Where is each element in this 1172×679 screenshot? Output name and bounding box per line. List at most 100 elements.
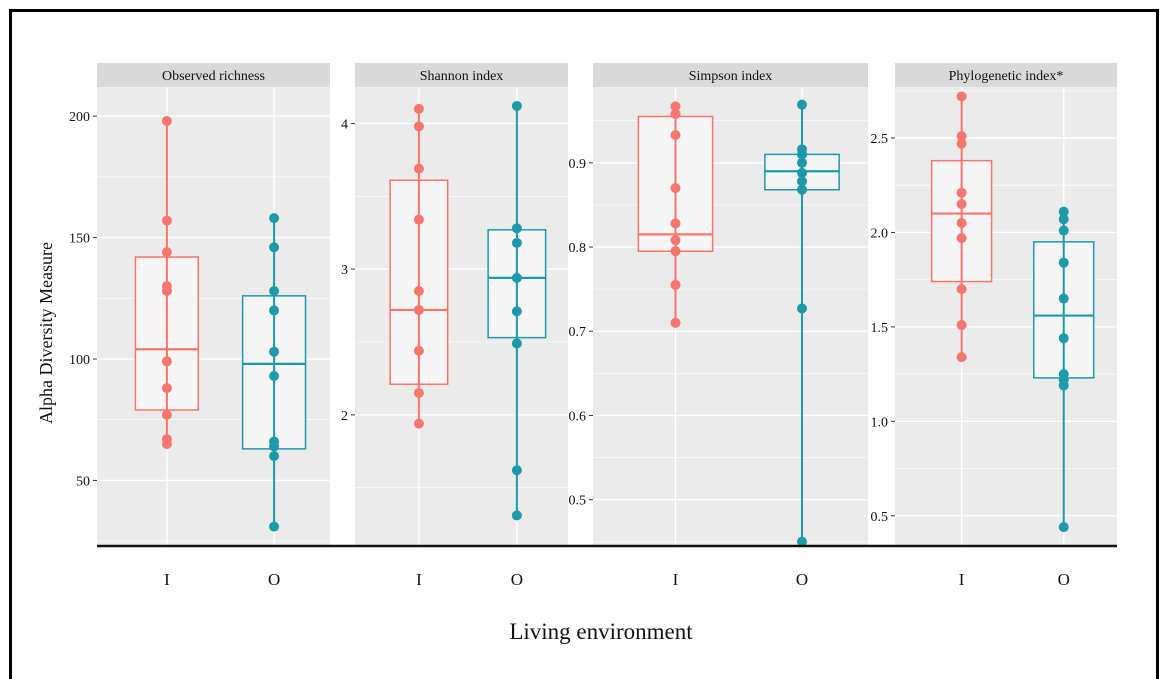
panel-title: Shannon index [420, 69, 504, 84]
data-point [413, 286, 424, 296]
data-point [1058, 333, 1069, 344]
data-point [797, 176, 807, 187]
x-tick-label: I [416, 570, 422, 589]
data-point [670, 130, 681, 141]
panel-2: Shannon index 2 3 4 [341, 63, 568, 546]
data-point [670, 279, 681, 290]
data-point [269, 286, 280, 296]
y-tick-label: 100 [69, 353, 90, 368]
data-point [1058, 206, 1069, 217]
x-tick-label: I [673, 570, 679, 589]
data-point [670, 235, 681, 246]
data-point [413, 388, 424, 398]
y-tick-label: 0.5 [871, 510, 889, 525]
data-point [670, 246, 681, 257]
data-point [956, 320, 967, 330]
data-point [161, 409, 172, 420]
x-axis-title: Living environment [509, 619, 693, 644]
panel-1: Observed richness 50 100 150 200 [69, 63, 330, 546]
data-point [797, 157, 807, 168]
y-tick-label: 2 [341, 409, 348, 424]
data-point [511, 100, 522, 111]
data-point [797, 167, 807, 178]
y-tick-label: 0.9 [569, 157, 587, 172]
data-point [269, 451, 280, 462]
y-tick-label: 2.0 [871, 226, 889, 241]
data-point [269, 305, 280, 316]
data-point [413, 103, 424, 114]
y-tick-label: 0.5 [569, 494, 587, 509]
data-point [797, 149, 807, 160]
data-point [161, 383, 172, 394]
data-point [670, 218, 681, 229]
box-O [487, 100, 547, 521]
data-point [1058, 293, 1069, 304]
y-tick-label: 200 [69, 110, 90, 125]
data-point [413, 304, 424, 315]
data-point [511, 306, 522, 317]
y-tick-label: 1.5 [871, 321, 889, 336]
panel-strip [355, 63, 568, 87]
data-point [161, 286, 172, 296]
data-point [413, 163, 424, 174]
panel-title: Phylogenetic index* [949, 69, 1064, 84]
data-point [161, 215, 172, 226]
data-point [511, 223, 522, 234]
data-point [797, 536, 807, 547]
x-tick-label: O [1058, 570, 1070, 589]
data-point [797, 303, 807, 314]
panel-strip [593, 63, 868, 87]
x-tick-label: I [164, 570, 170, 589]
data-point [1058, 214, 1069, 225]
data-point [269, 521, 280, 532]
data-point [269, 371, 280, 381]
data-point [413, 214, 424, 225]
data-point [956, 91, 967, 102]
box-I [134, 116, 200, 449]
box-I [930, 91, 993, 363]
data-point [1058, 225, 1069, 236]
data-point [269, 242, 280, 253]
data-point [797, 99, 807, 110]
data-point [413, 418, 424, 429]
data-point [269, 213, 280, 224]
data-point [956, 131, 967, 142]
data-point [413, 345, 424, 356]
data-point [511, 237, 522, 248]
data-point [956, 138, 967, 149]
y-axis-title: Alpha Diversity Measure [36, 242, 56, 424]
panel-strip [97, 63, 330, 87]
box-I [637, 101, 714, 328]
y-tick-label: 3 [341, 263, 348, 278]
y-tick-label: 4 [341, 117, 348, 132]
x-tick-label: O [511, 570, 523, 589]
data-point [161, 439, 172, 449]
data-point [670, 108, 681, 119]
panel-4: Phylogenetic index* 0.5 1.0 1.5 2.0 2.5 [871, 63, 1117, 546]
data-point [511, 272, 522, 283]
y-tick-label: 0.8 [569, 241, 587, 256]
data-point [269, 346, 280, 357]
x-tick-label: O [796, 570, 808, 589]
figure-frame [9, 9, 1159, 679]
data-point [956, 187, 967, 198]
x-tick-label: I [959, 570, 965, 589]
data-point [956, 218, 967, 228]
y-tick-label: 150 [69, 232, 90, 247]
y-tick-label: 0.6 [569, 409, 587, 424]
data-point [956, 199, 967, 210]
panels-group: Observed richness 50 100 150 200 Shannon inde… [69, 63, 1117, 547]
box-O [764, 99, 840, 547]
box-O [1033, 206, 1095, 533]
data-point [956, 233, 967, 244]
data-point [511, 465, 522, 476]
data-point [1058, 522, 1069, 533]
y-tick-label: 50 [76, 474, 90, 489]
data-point [161, 116, 172, 126]
y-tick-label: 2.5 [871, 132, 889, 147]
data-point [956, 352, 967, 363]
data-point [511, 338, 522, 349]
data-point [511, 510, 522, 521]
data-point [1058, 380, 1069, 391]
panel-title: Simpson index [689, 69, 773, 84]
